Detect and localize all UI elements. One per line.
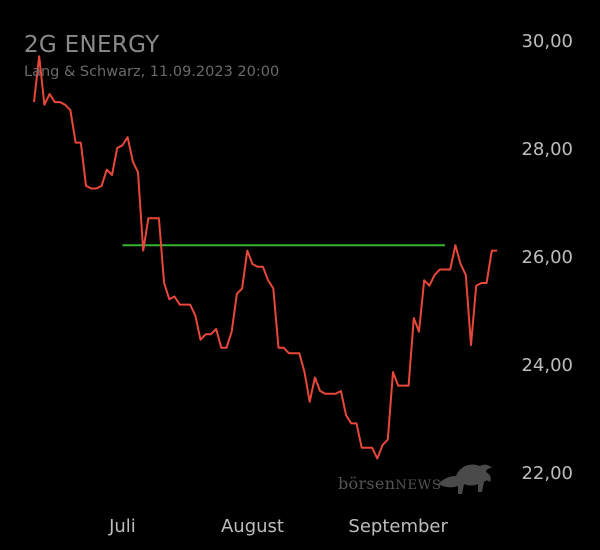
y-tick-label: 24,00 [521,355,573,376]
watermark-text-a: börsen [338,474,396,493]
x-tick-label: September [348,516,448,537]
boersennews-watermark: börsenNEWS [338,474,442,493]
chart-subtitle: Lang & Schwarz, 11.09.2023 20:00 [24,64,280,80]
y-tick-label: 30,00 [521,31,573,52]
chart-title: 2G ENERGY [24,32,160,58]
bull-logo-icon [438,464,492,494]
y-tick-label: 28,00 [521,139,573,160]
watermark-text-b: NEWS [395,478,442,493]
x-tick-label: August [221,516,284,537]
x-axis: Juli August September [108,516,448,537]
y-axis: 30,00 28,00 26,00 24,00 22,00 [521,31,573,484]
y-tick-label: 26,00 [521,247,573,268]
price-line [33,55,497,460]
y-tick-label: 22,00 [521,463,573,484]
x-tick-label: Juli [108,516,136,537]
